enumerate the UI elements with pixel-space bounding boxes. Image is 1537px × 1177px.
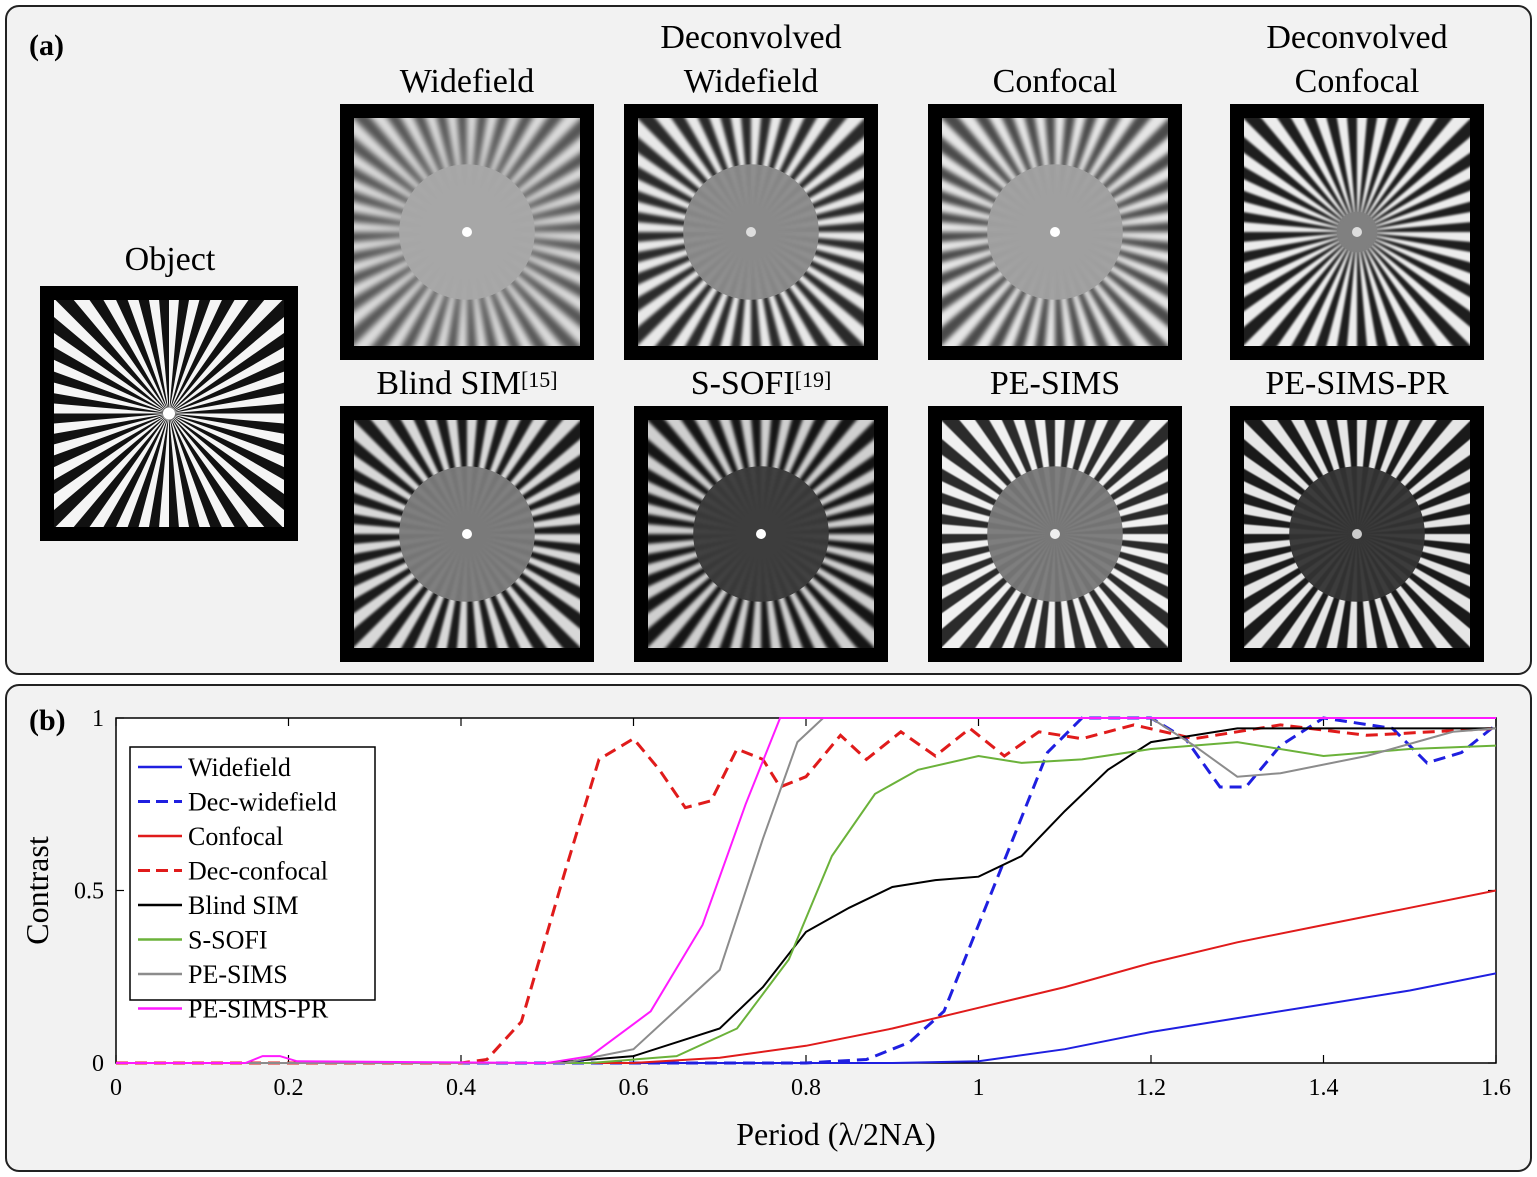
x-tick-label: 1.4 [1309,1075,1339,1101]
star-pattern [638,118,864,346]
reconstruction-image [928,406,1182,662]
star-pattern [648,420,874,648]
y-tick-label: 0 [92,1051,104,1077]
object-star-pattern [54,300,284,527]
series-group [116,716,1496,1065]
x-tick-label: 1.2 [1136,1075,1166,1101]
star-pattern [1244,420,1470,648]
reconstruction-image [1230,104,1484,360]
x-tick-label: 0.8 [791,1075,821,1101]
citation-superscript: [19] [794,367,832,392]
legend-label: Confocal [188,822,283,851]
x-tick-label: 0.4 [446,1075,476,1101]
x-tick-label: 0 [110,1075,122,1101]
citation-superscript: [15] [520,367,558,392]
image-title: PE-SIMS-PR [1210,362,1504,406]
image-title: PE-SIMS [908,362,1202,406]
reconstruction-image [928,104,1182,360]
star-pattern [354,118,580,346]
series-line [116,972,1496,1064]
star-pattern [354,420,580,648]
x-axis-title: Period (λ/2NA) [736,1116,935,1152]
y-axis-title: Contrast [19,836,55,945]
legend-box [129,746,376,1001]
image-title: Widefield [320,60,614,104]
x-tick-label: 1.6 [1481,1075,1511,1101]
reconstruction-image [340,406,594,662]
star-pattern [942,118,1168,346]
y-tick-label: 1 [92,706,104,732]
image-title: Blind SIM[15] [320,362,614,406]
legend-label: Dec-confocal [188,857,328,886]
legend-label: PE-SIMS-PR [188,995,329,1024]
x-tick-label: 1 [973,1075,985,1101]
image-title: Deconvolved Widefield [604,16,898,104]
reconstruction-image [634,406,888,662]
image-title-line: S-SOFI[19] [690,365,832,402]
reconstruction-image [624,104,878,360]
legend-label: Blind SIM [188,891,299,920]
image-title-line: Confocal [992,63,1118,100]
legend-label: Widefield [188,753,291,782]
image-title-line: Widefield [683,63,819,100]
object-image [40,286,298,541]
image-title: Confocal [908,60,1202,104]
reconstruction-image [1230,406,1484,662]
star-pattern [942,420,1168,648]
y-tick-label: 0.5 [74,879,104,905]
image-title-line: Blind SIM[15] [376,365,558,402]
series-line [116,889,1496,1064]
star-pattern [1244,118,1470,346]
image-title-line: Deconvolved [660,19,842,56]
legend-label: PE-SIMS [188,960,288,989]
series-line [116,717,1496,1065]
image-title: S-SOFI[19] [614,362,908,406]
image-title-line: PE-SIMS [989,365,1121,402]
image-title: Deconvolved Confocal [1210,16,1504,104]
x-tick-label: 0.6 [619,1075,649,1101]
image-title-line: Deconvolved [1266,19,1448,56]
legend-label: S-SOFI [188,926,267,955]
legend-label: Dec-widefield [188,788,337,817]
image-title-line: Confocal [1294,63,1420,100]
series-line [116,741,1496,1064]
series-line [116,723,1496,1065]
panel-b-label: (b) [29,704,66,737]
panel-a-label: (a) [29,29,64,62]
image-title-line: PE-SIMS-PR [1265,365,1449,402]
object-title: Object [124,241,216,278]
image-title-line: Widefield [399,63,535,100]
x-tick-label: 0.2 [274,1075,304,1101]
reconstruction-image [340,104,594,360]
